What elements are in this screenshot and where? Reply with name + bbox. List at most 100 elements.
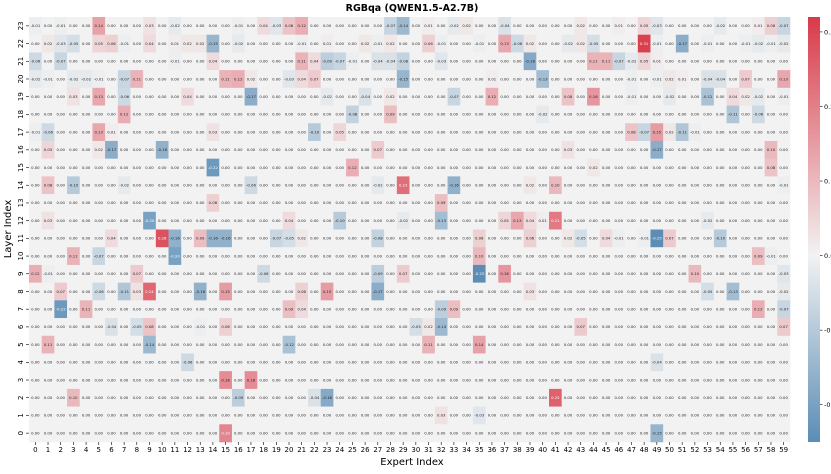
heatmap-cell [409,140,423,159]
cell-value-label: 0.00 [221,200,230,205]
heatmap-cell [308,87,322,106]
cell-value-label: 0.00 [615,306,624,311]
cell-value-label: 0.00 [120,129,129,134]
cell-value-label: 0.00 [348,41,357,46]
cell-value-label: 0.00 [538,59,547,64]
cell-value-label: 0.00 [196,430,205,435]
cell-value-label: 0.00 [69,413,78,418]
heatmap-cell [282,211,296,230]
heatmap-cell [574,17,588,36]
cell-value-label: 0.00 [462,395,471,400]
cell-value-label: 0.00 [640,218,649,223]
cell-value-label: 0.00 [513,94,522,99]
heatmap-cell [269,264,283,283]
cell-value-label: 0.12 [120,112,129,117]
heatmap-cell [536,34,550,53]
cell-value-label: -0.07 [335,59,345,64]
cell-value-label: 0.00 [640,165,649,170]
cell-value-label: 0.00 [450,236,459,241]
heatmap-cell [308,34,322,53]
heatmap-cell [675,70,689,89]
heatmap-cell [181,300,195,319]
cell-value-label: -0.02 [81,76,91,81]
cell-value-label: 0.00 [513,430,522,435]
x-tick-label: 31 [424,446,433,454]
cell-value-label: 0.00 [500,236,509,241]
cell-value-label: 0.00 [729,253,738,258]
heatmap-cell [460,176,474,195]
heatmap-cell [663,17,677,36]
cell-value-label: 0.00 [640,306,649,311]
cell-value-label: 0.00 [259,253,268,258]
heatmap-cell [726,264,740,283]
cell-value-label: 0.00 [551,236,560,241]
cell-value-label: 0.00 [95,271,104,276]
cell-value-label: -0.01 [94,76,104,81]
heatmap-cell [434,52,448,71]
cell-value-label: 0.03 [564,147,573,152]
cell-value-label: -0.02 [779,289,789,294]
cell-value-label: 0.16 [500,271,509,276]
heatmap-cell [206,17,220,36]
heatmap-cell [105,34,119,53]
heatmap-cell [346,52,360,71]
cell-value-label: 0.00 [653,165,662,170]
cell-value-label: 0.00 [259,236,268,241]
cell-value-label: 0.00 [615,129,624,134]
heatmap-cell [92,300,106,319]
cell-value-label: -0.01 [779,94,789,99]
heatmap-cell [409,247,423,266]
heatmap-cell [67,229,81,248]
cell-value-label: 0.00 [399,342,408,347]
heatmap-cell [79,247,93,266]
cell-value-label: 0.00 [69,430,78,435]
cell-value-label: 0.00 [44,395,53,400]
cell-value-label: 0.00 [336,183,345,188]
heatmap-cell [726,176,740,195]
cell-value-label: 0.00 [462,94,471,99]
cell-value-label: 0.00 [576,360,585,365]
cell-value-label: 0.00 [374,165,383,170]
heatmap-cell [777,52,791,71]
heatmap-cell [155,300,169,319]
cell-value-label: 0.00 [779,59,788,64]
x-tick-label: 10 [158,446,167,454]
cell-value-label: 0.00 [424,253,433,258]
heatmap-cell [650,87,664,106]
cell-value-label: 0.00 [500,147,509,152]
cell-value-label: 0.01 [424,23,433,28]
cell-value-label: 0.00 [576,377,585,382]
cell-value-label: 0.00 [437,289,446,294]
colorbar-ticks: 0.30.20.10.0-0.1-0.2 [820,28,831,409]
cell-value-label: 0.00 [462,200,471,205]
cell-value-label: 0.00 [348,324,357,329]
cell-value-label: 0.00 [653,289,662,294]
heatmap-cell [726,34,740,53]
heatmap-cell [409,105,423,124]
cell-value-label: 0.00 [576,430,585,435]
heatmap-cell [396,318,410,337]
heatmap-cell [333,70,347,89]
cell-value-label: 0.00 [412,94,421,99]
heatmap-cell [269,247,283,266]
heatmap-cell [295,158,309,177]
heatmap-cell [713,87,727,106]
heatmap-cell [561,70,575,89]
cell-value-label: 0.00 [653,183,662,188]
cell-value-label: 0.00 [767,360,776,365]
cell-value-label: 0.00 [348,271,357,276]
heatmap-cell [409,264,423,283]
cell-value-label: 0.00 [44,413,53,418]
heatmap-cell [447,247,461,266]
heatmap-cell [371,211,385,230]
cell-value-label: 0.00 [95,413,104,418]
cell-value-label: 0.00 [272,112,281,117]
cell-value-label: 0.00 [183,200,192,205]
cell-value-label: 0.00 [526,271,535,276]
heatmap-cell [739,176,753,195]
heatmap-cell [574,87,588,106]
cell-value-label: -0.11 [119,289,129,294]
heatmap-cell [625,194,639,213]
colorbar-tick-label: 0.0 [824,252,831,260]
cell-value-label: 0.00 [513,413,522,418]
